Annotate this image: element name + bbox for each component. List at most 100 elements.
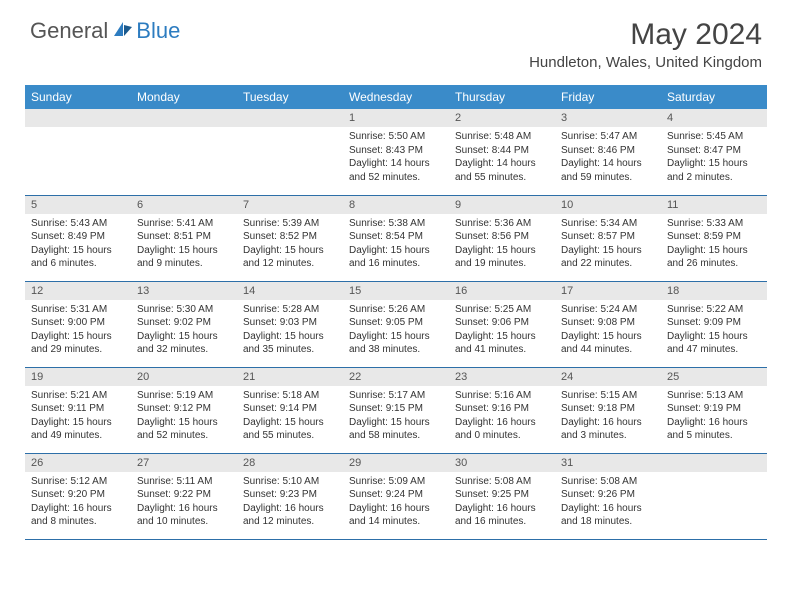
calendar-day-cell: 22Sunrise: 5:17 AMSunset: 9:15 PMDayligh… <box>343 367 449 453</box>
calendar-day-cell: 1Sunrise: 5:50 AMSunset: 8:43 PMDaylight… <box>343 109 449 195</box>
day-content: Sunrise: 5:31 AMSunset: 9:00 PMDaylight:… <box>25 300 131 361</box>
day-content: Sunrise: 5:47 AMSunset: 8:46 PMDaylight:… <box>555 127 661 188</box>
day-number: 4 <box>661 109 767 127</box>
day-number: 6 <box>131 196 237 214</box>
day-content: Sunrise: 5:08 AMSunset: 9:26 PMDaylight:… <box>555 472 661 533</box>
calendar-day-cell: 9Sunrise: 5:36 AMSunset: 8:56 PMDaylight… <box>449 195 555 281</box>
calendar-day-cell: 25Sunrise: 5:13 AMSunset: 9:19 PMDayligh… <box>661 367 767 453</box>
day-number: 18 <box>661 282 767 300</box>
calendar-day-cell: 10Sunrise: 5:34 AMSunset: 8:57 PMDayligh… <box>555 195 661 281</box>
calendar-empty-cell <box>237 109 343 195</box>
day-number: 23 <box>449 368 555 386</box>
day-content: Sunrise: 5:38 AMSunset: 8:54 PMDaylight:… <box>343 214 449 275</box>
calendar-day-cell: 2Sunrise: 5:48 AMSunset: 8:44 PMDaylight… <box>449 109 555 195</box>
day-content: Sunrise: 5:26 AMSunset: 9:05 PMDaylight:… <box>343 300 449 361</box>
day-content: Sunrise: 5:33 AMSunset: 8:59 PMDaylight:… <box>661 214 767 275</box>
calendar-day-cell: 14Sunrise: 5:28 AMSunset: 9:03 PMDayligh… <box>237 281 343 367</box>
month-title: May 2024 <box>529 18 762 52</box>
calendar-day-cell: 13Sunrise: 5:30 AMSunset: 9:02 PMDayligh… <box>131 281 237 367</box>
calendar-day-cell: 4Sunrise: 5:45 AMSunset: 8:47 PMDaylight… <box>661 109 767 195</box>
calendar-week-row: 5Sunrise: 5:43 AMSunset: 8:49 PMDaylight… <box>25 195 767 281</box>
day-number: 2 <box>449 109 555 127</box>
calendar-day-cell: 21Sunrise: 5:18 AMSunset: 9:14 PMDayligh… <box>237 367 343 453</box>
day-number: 24 <box>555 368 661 386</box>
calendar-day-cell: 8Sunrise: 5:38 AMSunset: 8:54 PMDaylight… <box>343 195 449 281</box>
day-number: 28 <box>237 454 343 472</box>
day-content: Sunrise: 5:24 AMSunset: 9:08 PMDaylight:… <box>555 300 661 361</box>
day-content: Sunrise: 5:34 AMSunset: 8:57 PMDaylight:… <box>555 214 661 275</box>
day-content: Sunrise: 5:28 AMSunset: 9:03 PMDaylight:… <box>237 300 343 361</box>
day-number-empty <box>661 454 767 472</box>
logo-text-blue: Blue <box>136 18 180 44</box>
day-content: Sunrise: 5:50 AMSunset: 8:43 PMDaylight:… <box>343 127 449 188</box>
day-number: 5 <box>25 196 131 214</box>
day-content: Sunrise: 5:25 AMSunset: 9:06 PMDaylight:… <box>449 300 555 361</box>
day-content: Sunrise: 5:11 AMSunset: 9:22 PMDaylight:… <box>131 472 237 533</box>
day-content: Sunrise: 5:39 AMSunset: 8:52 PMDaylight:… <box>237 214 343 275</box>
day-number-empty <box>237 109 343 127</box>
day-content: Sunrise: 5:10 AMSunset: 9:23 PMDaylight:… <box>237 472 343 533</box>
calendar-day-cell: 27Sunrise: 5:11 AMSunset: 9:22 PMDayligh… <box>131 453 237 539</box>
calendar-day-cell: 29Sunrise: 5:09 AMSunset: 9:24 PMDayligh… <box>343 453 449 539</box>
calendar-day-cell: 20Sunrise: 5:19 AMSunset: 9:12 PMDayligh… <box>131 367 237 453</box>
day-number-empty <box>131 109 237 127</box>
header: General Blue May 2024 Hundleton, Wales, … <box>0 0 792 77</box>
logo: General Blue <box>30 18 180 44</box>
title-block: May 2024 Hundleton, Wales, United Kingdo… <box>529 18 762 71</box>
day-number: 8 <box>343 196 449 214</box>
sail-icon <box>112 20 134 43</box>
day-content: Sunrise: 5:41 AMSunset: 8:51 PMDaylight:… <box>131 214 237 275</box>
calendar-day-cell: 6Sunrise: 5:41 AMSunset: 8:51 PMDaylight… <box>131 195 237 281</box>
calendar-day-cell: 30Sunrise: 5:08 AMSunset: 9:25 PMDayligh… <box>449 453 555 539</box>
weekday-header: Thursday <box>449 85 555 109</box>
day-content: Sunrise: 5:15 AMSunset: 9:18 PMDaylight:… <box>555 386 661 447</box>
day-content: Sunrise: 5:19 AMSunset: 9:12 PMDaylight:… <box>131 386 237 447</box>
day-content: Sunrise: 5:22 AMSunset: 9:09 PMDaylight:… <box>661 300 767 361</box>
day-number: 14 <box>237 282 343 300</box>
day-number: 12 <box>25 282 131 300</box>
calendar-day-cell: 11Sunrise: 5:33 AMSunset: 8:59 PMDayligh… <box>661 195 767 281</box>
calendar-day-cell: 15Sunrise: 5:26 AMSunset: 9:05 PMDayligh… <box>343 281 449 367</box>
weekday-header: Wednesday <box>343 85 449 109</box>
day-number: 9 <box>449 196 555 214</box>
day-content: Sunrise: 5:36 AMSunset: 8:56 PMDaylight:… <box>449 214 555 275</box>
day-number: 15 <box>343 282 449 300</box>
day-number: 19 <box>25 368 131 386</box>
day-number: 26 <box>25 454 131 472</box>
day-number: 10 <box>555 196 661 214</box>
calendar-day-cell: 18Sunrise: 5:22 AMSunset: 9:09 PMDayligh… <box>661 281 767 367</box>
day-number: 27 <box>131 454 237 472</box>
day-number: 16 <box>449 282 555 300</box>
day-content: Sunrise: 5:45 AMSunset: 8:47 PMDaylight:… <box>661 127 767 188</box>
weekday-header: Tuesday <box>237 85 343 109</box>
calendar-day-cell: 12Sunrise: 5:31 AMSunset: 9:00 PMDayligh… <box>25 281 131 367</box>
calendar-day-cell: 23Sunrise: 5:16 AMSunset: 9:16 PMDayligh… <box>449 367 555 453</box>
calendar-day-cell: 26Sunrise: 5:12 AMSunset: 9:20 PMDayligh… <box>25 453 131 539</box>
day-number: 17 <box>555 282 661 300</box>
calendar-week-row: 12Sunrise: 5:31 AMSunset: 9:00 PMDayligh… <box>25 281 767 367</box>
calendar-day-cell: 3Sunrise: 5:47 AMSunset: 8:46 PMDaylight… <box>555 109 661 195</box>
calendar-day-cell: 7Sunrise: 5:39 AMSunset: 8:52 PMDaylight… <box>237 195 343 281</box>
weekday-header: Friday <box>555 85 661 109</box>
day-number: 3 <box>555 109 661 127</box>
calendar-day-cell: 16Sunrise: 5:25 AMSunset: 9:06 PMDayligh… <box>449 281 555 367</box>
day-content: Sunrise: 5:43 AMSunset: 8:49 PMDaylight:… <box>25 214 131 275</box>
calendar-day-cell: 19Sunrise: 5:21 AMSunset: 9:11 PMDayligh… <box>25 367 131 453</box>
calendar-day-cell: 17Sunrise: 5:24 AMSunset: 9:08 PMDayligh… <box>555 281 661 367</box>
day-number: 30 <box>449 454 555 472</box>
day-content: Sunrise: 5:09 AMSunset: 9:24 PMDaylight:… <box>343 472 449 533</box>
day-content: Sunrise: 5:48 AMSunset: 8:44 PMDaylight:… <box>449 127 555 188</box>
day-number: 21 <box>237 368 343 386</box>
weekday-header: Sunday <box>25 85 131 109</box>
day-number: 13 <box>131 282 237 300</box>
calendar-week-row: 26Sunrise: 5:12 AMSunset: 9:20 PMDayligh… <box>25 453 767 539</box>
calendar-day-cell: 5Sunrise: 5:43 AMSunset: 8:49 PMDaylight… <box>25 195 131 281</box>
calendar-empty-cell <box>25 109 131 195</box>
day-number: 25 <box>661 368 767 386</box>
day-content: Sunrise: 5:13 AMSunset: 9:19 PMDaylight:… <box>661 386 767 447</box>
calendar-day-cell: 31Sunrise: 5:08 AMSunset: 9:26 PMDayligh… <box>555 453 661 539</box>
day-number-empty <box>25 109 131 127</box>
calendar-week-row: 1Sunrise: 5:50 AMSunset: 8:43 PMDaylight… <box>25 109 767 195</box>
location: Hundleton, Wales, United Kingdom <box>529 54 762 71</box>
day-number: 11 <box>661 196 767 214</box>
